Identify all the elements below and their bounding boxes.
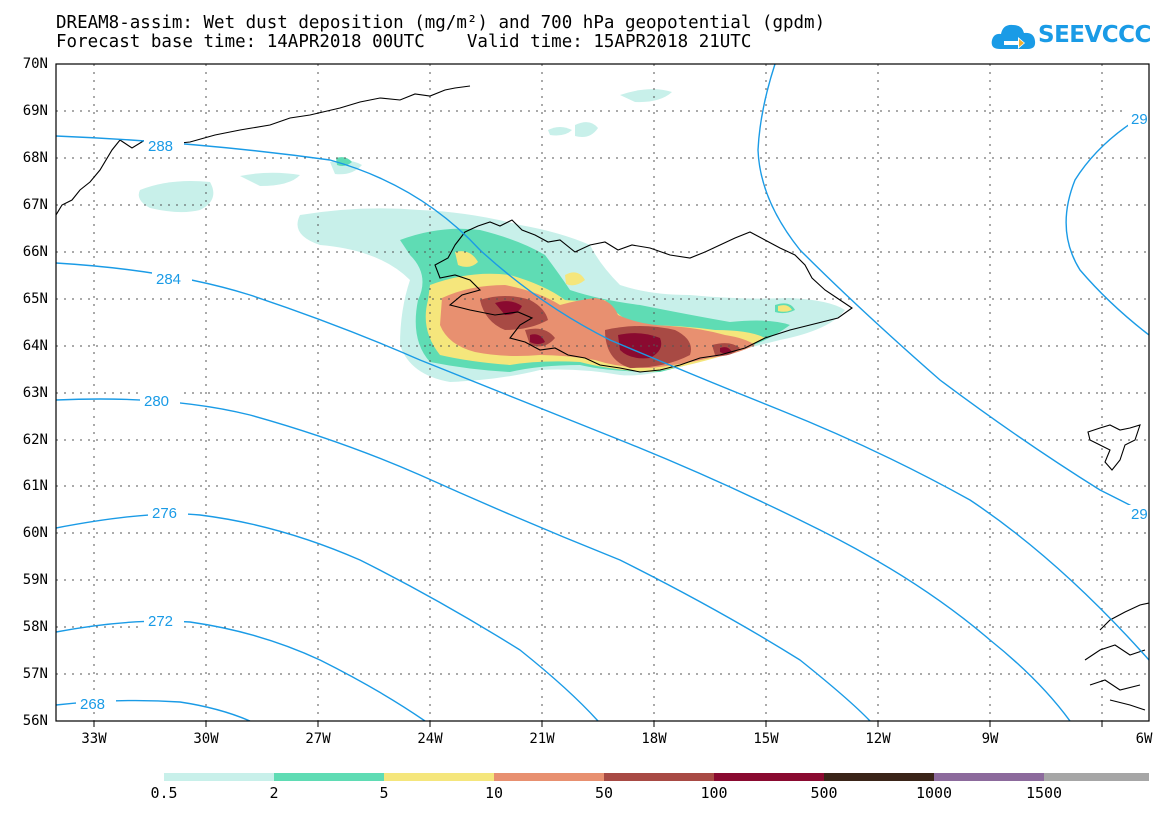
- faroe-coast: [1087, 424, 1141, 471]
- contour-label-29-a: 29: [1131, 111, 1148, 128]
- lat-label: 66N: [22, 244, 48, 260]
- lon-label: 12W: [865, 731, 891, 747]
- legend-label: 5: [379, 784, 389, 802]
- contour-29-east: [1065, 111, 1149, 336]
- legend-label: 10: [484, 784, 504, 802]
- contour-label-272: 272: [148, 613, 173, 630]
- contour-label-288: 288: [148, 138, 173, 155]
- lat-label: 67N: [22, 197, 48, 213]
- cloud-arrow-icon: [991, 24, 1036, 49]
- iceland-coast: [434, 219, 853, 373]
- contour-labels: 288 284 280 276 272 268 29 29: [76, 110, 1149, 713]
- contour-280: [56, 398, 871, 721]
- contour-272: [56, 620, 426, 721]
- dust-deposition-field: [138, 89, 845, 382]
- greenland-coast: [56, 85, 471, 216]
- lat-label: 57N: [22, 666, 48, 682]
- contour-label-284: 284: [156, 271, 181, 288]
- lon-label: 30W: [193, 731, 219, 747]
- lon-label: 15W: [753, 731, 779, 747]
- lat-label: 69N: [22, 103, 48, 119]
- lat-label: 65N: [22, 291, 48, 307]
- lon-label: 18W: [641, 731, 667, 747]
- legend-swatch: [164, 773, 274, 781]
- coastlines: [56, 85, 1149, 711]
- contour-label-29-b: 29: [1131, 506, 1148, 523]
- lat-label: 68N: [22, 150, 48, 166]
- legend-swatch: [604, 773, 714, 781]
- contour-label-280: 280: [144, 393, 169, 410]
- legend-label: 500: [810, 784, 838, 802]
- legend-swatch: [934, 773, 1044, 781]
- contour-284: [56, 262, 1071, 721]
- legend-label: 1500: [1025, 784, 1063, 802]
- legend-swatch: [494, 773, 604, 781]
- lat-label: 60N: [22, 525, 48, 541]
- legend-swatch: [714, 773, 824, 781]
- seevccc-logo: SEEVCCC: [990, 17, 1151, 57]
- chart-title-line2: Forecast base time: 14APR2018 00UTC Vali…: [56, 32, 752, 52]
- lat-label: 59N: [22, 572, 48, 588]
- lat-label: 63N: [22, 385, 48, 401]
- legend-label: 100: [700, 784, 728, 802]
- legend-label: 2: [269, 784, 279, 802]
- lon-label: 21W: [529, 731, 555, 747]
- legend-swatch: [274, 773, 384, 781]
- lat-label: 70N: [22, 56, 48, 72]
- lat-label: 58N: [22, 619, 48, 635]
- scotland-coast: [1084, 602, 1149, 711]
- legend-label: 0.5: [150, 784, 178, 802]
- legend-swatch: [1044, 773, 1149, 781]
- legend-label: 50: [594, 784, 614, 802]
- axis-ticks: [93, 721, 1103, 727]
- lat-label: 56N: [22, 713, 48, 729]
- lon-label: 24W: [417, 731, 443, 747]
- legend-swatch: [384, 773, 494, 781]
- lon-label: 27W: [305, 731, 331, 747]
- lon-label: 9W: [981, 731, 999, 747]
- chart-title-line1: DREAM8-assim: Wet dust deposition (mg/m²…: [56, 13, 826, 33]
- contour-label-276: 276: [152, 505, 177, 522]
- contour-label-268: 268: [80, 696, 105, 713]
- lat-label: 62N: [22, 432, 48, 448]
- lat-label: 61N: [22, 478, 48, 494]
- contour-276: [56, 513, 599, 721]
- graticule: [56, 64, 1149, 721]
- geopotential-contours: [56, 64, 1149, 721]
- contour-288: [56, 135, 1149, 661]
- legend-swatch: [824, 773, 934, 781]
- contour-29-mid: [757, 64, 1149, 516]
- legend-label: 1000: [915, 784, 953, 802]
- map-frame: [55, 63, 1150, 722]
- lon-label: 33W: [81, 731, 107, 747]
- lon-label: 6W: [1135, 731, 1153, 747]
- lat-label: 64N: [22, 338, 48, 354]
- logo-text: SEEVCCC: [1038, 22, 1151, 48]
